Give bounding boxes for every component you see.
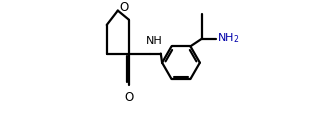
Text: O: O	[124, 91, 133, 104]
Text: O: O	[119, 1, 128, 14]
Text: NH$_2$: NH$_2$	[217, 32, 240, 45]
Text: NH: NH	[146, 36, 163, 45]
